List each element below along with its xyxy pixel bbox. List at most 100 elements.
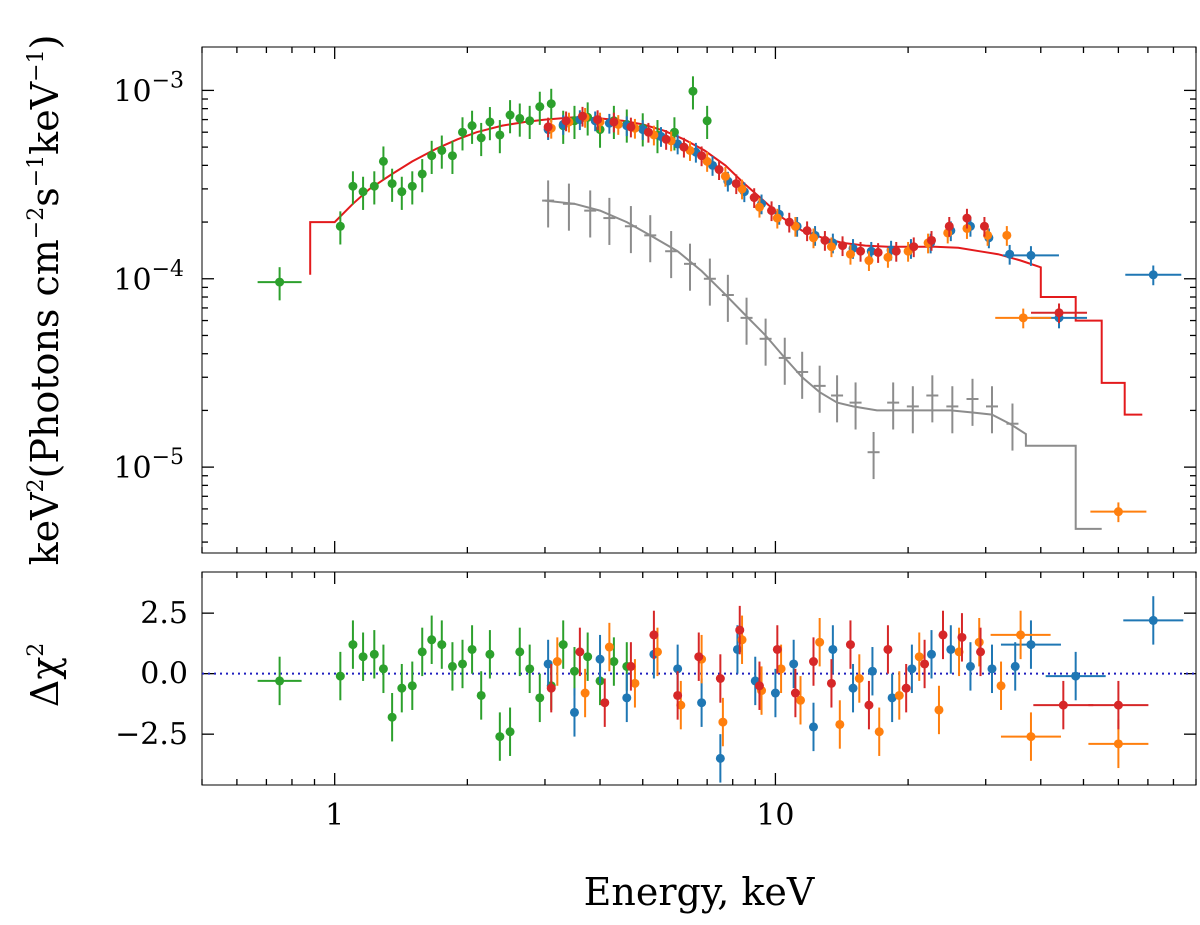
red-point xyxy=(578,111,588,121)
top-axis-ticks xyxy=(201,47,1197,553)
red-point xyxy=(749,193,759,203)
red-point xyxy=(944,221,954,231)
red-point xyxy=(901,683,911,693)
green-point xyxy=(495,130,505,140)
green-point xyxy=(525,116,535,126)
blue-point xyxy=(1026,250,1036,260)
orange-point xyxy=(815,637,825,647)
bottom-panel-frame xyxy=(201,571,1197,786)
blue-point xyxy=(987,664,997,674)
red-point xyxy=(790,688,800,698)
green-point xyxy=(275,277,285,287)
orange-point xyxy=(796,695,806,705)
green-point xyxy=(417,647,427,657)
green-point xyxy=(378,156,388,166)
blue-point xyxy=(789,659,799,669)
red-point xyxy=(767,206,777,216)
green-point xyxy=(535,102,545,112)
green-point xyxy=(378,664,388,674)
green-point xyxy=(397,187,407,197)
red-point xyxy=(694,652,704,662)
green-point xyxy=(437,145,447,155)
red-point xyxy=(731,179,741,189)
blue-point xyxy=(907,664,917,674)
green-point xyxy=(387,712,397,722)
orange-point xyxy=(1113,507,1123,517)
green-point xyxy=(447,661,457,671)
bottom-y-axis-title: Δχ2 xyxy=(23,643,67,707)
blue-point xyxy=(715,753,725,763)
green-point xyxy=(583,652,593,662)
blue-point xyxy=(1071,671,1081,681)
orange-point xyxy=(914,652,924,662)
green-point xyxy=(485,649,495,659)
green-point xyxy=(485,117,495,127)
red-point xyxy=(600,698,610,708)
red-point xyxy=(976,647,986,657)
red-point xyxy=(754,681,764,691)
red-point xyxy=(697,151,707,161)
gray-model-line xyxy=(544,199,1102,530)
top-y-axis-title: keV2(Photons cm−2s−1keV−1) xyxy=(23,35,67,566)
green-point xyxy=(702,116,712,126)
orange-point xyxy=(772,213,782,223)
top-panel-frame xyxy=(201,46,1197,554)
orange-point xyxy=(1026,732,1036,742)
orange-point xyxy=(996,681,1006,691)
red-point xyxy=(784,217,794,227)
green-point xyxy=(476,690,486,700)
green-point xyxy=(505,727,515,737)
green-point xyxy=(427,635,437,645)
red-point xyxy=(649,630,659,640)
blue-point xyxy=(828,644,838,654)
red-point xyxy=(561,116,571,126)
green-point xyxy=(669,127,679,137)
green-point xyxy=(358,187,368,197)
red-point xyxy=(1058,700,1068,710)
orange-point xyxy=(1002,230,1012,240)
green-point xyxy=(569,666,579,676)
green-point xyxy=(417,169,427,179)
red-point xyxy=(909,242,919,252)
blue-point xyxy=(926,649,936,659)
blue-point xyxy=(622,693,632,703)
red-point xyxy=(856,246,866,256)
orange-point xyxy=(552,657,562,667)
red-point xyxy=(679,142,689,152)
xtick-label: 10 xyxy=(756,798,794,833)
green-point xyxy=(467,644,477,654)
green-point xyxy=(458,659,468,669)
orange-point xyxy=(776,664,786,674)
green-point xyxy=(437,640,447,650)
orange-point xyxy=(630,678,640,688)
red-point xyxy=(838,241,848,251)
red-point xyxy=(715,674,725,683)
blue-point xyxy=(1005,249,1015,259)
green-point xyxy=(515,113,525,123)
bottom-plot-area xyxy=(202,596,1196,783)
red-point xyxy=(626,661,636,671)
blue-point xyxy=(1148,270,1158,280)
red-point xyxy=(735,625,745,635)
ytick-label: 10−4 xyxy=(113,257,184,298)
red-point xyxy=(920,659,930,669)
green-point xyxy=(558,640,568,650)
green-point xyxy=(348,640,358,650)
top-plot-area xyxy=(257,76,1182,530)
blue-point xyxy=(673,664,683,674)
red-point xyxy=(673,690,683,700)
red-point xyxy=(609,117,619,127)
green-point xyxy=(447,151,457,161)
orange-point xyxy=(883,252,893,262)
green-point xyxy=(387,179,397,189)
green-point xyxy=(427,151,437,161)
green-point xyxy=(348,181,358,191)
orange-point xyxy=(718,717,728,727)
orange-point xyxy=(894,690,904,700)
red-point xyxy=(714,165,724,175)
orange-point xyxy=(934,705,944,715)
blue-point xyxy=(1026,640,1036,650)
green-point xyxy=(476,133,486,143)
orange-point xyxy=(874,727,884,737)
